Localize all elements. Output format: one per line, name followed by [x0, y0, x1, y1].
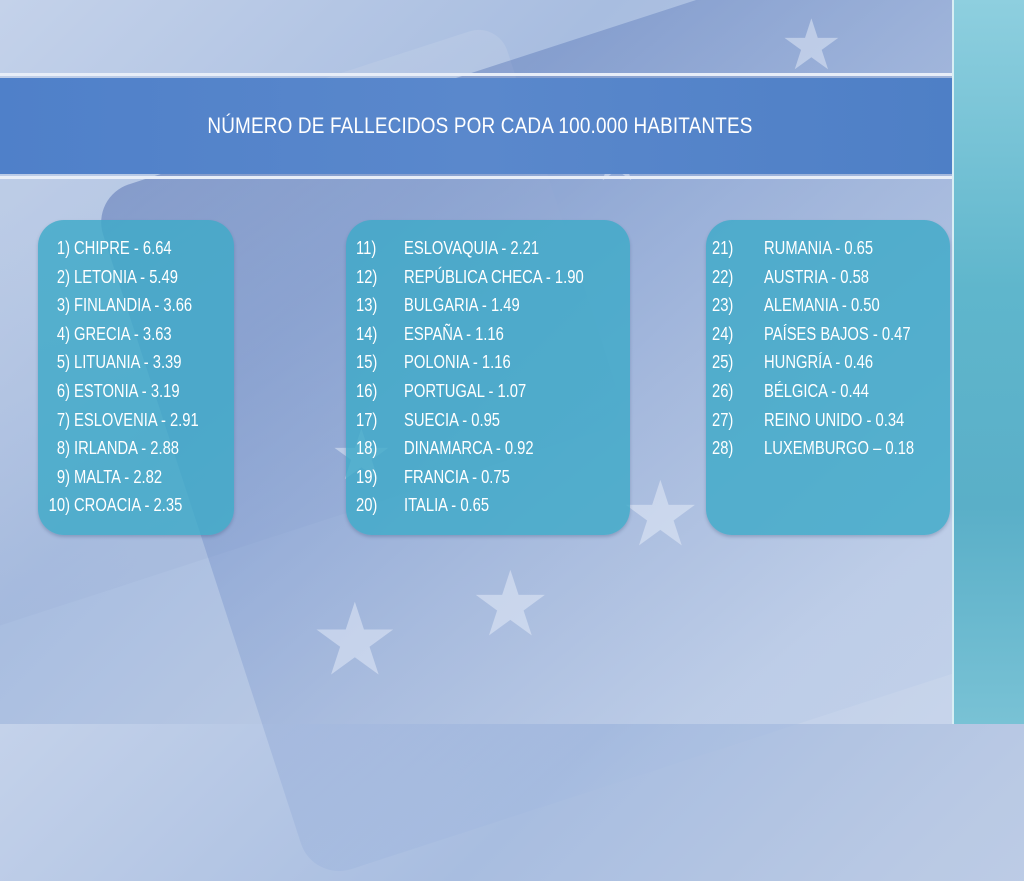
ranking-entry: LUXEMBURGO – 0.18: [764, 438, 915, 458]
ranking-number: 5): [56, 352, 70, 372]
ranking-number: 28): [712, 438, 734, 458]
ranking-number: 15): [356, 352, 378, 372]
ranking-number: 21): [712, 238, 734, 258]
ranking-number: 14): [356, 324, 378, 344]
header-bottom-rule: [0, 176, 952, 179]
ranking-entry: BÉLGICA - 0.44: [764, 381, 870, 401]
ranking-number: 7): [56, 410, 70, 430]
ranking-entry: FRANCIA - 0.75: [404, 467, 510, 487]
ranking-entry: PAÍSES BAJOS - 0.47: [764, 324, 911, 344]
ranking-panel-3: [706, 220, 950, 535]
ranking-number: 27): [712, 410, 734, 430]
ranking-entry: DINAMARCA - 0.92: [404, 438, 534, 458]
ranking-number: 1): [56, 238, 70, 258]
ranking-entry: FINLANDIA - 3.66: [74, 295, 193, 315]
ranking-number: 8): [56, 438, 70, 458]
ranking-number: 4): [56, 324, 70, 344]
ranking-entry: BULGARIA - 1.49: [404, 295, 520, 315]
star-icon: ★: [780, 4, 843, 86]
ranking-entry: CROACIA - 2.35: [74, 495, 183, 515]
header-top-rule: [0, 73, 952, 76]
star-icon: ★: [620, 462, 701, 567]
ranking-panel-1: [38, 220, 234, 535]
ranking-entry: CHIPRE - 6.64: [74, 238, 172, 258]
ranking-number: 16): [356, 381, 378, 401]
ranking-entry: AUSTRIA - 0.58: [764, 267, 870, 287]
ranking-entry: ESLOVAQUIA - 2.21: [404, 238, 540, 258]
ranking-entry: LETONIA - 5.49: [74, 267, 178, 287]
star-icon: ★: [310, 581, 400, 698]
ranking-entry: REPÚBLICA CHECA - 1.90: [404, 267, 584, 287]
header-band: NÚMERO DE FALLECIDOS POR CADA 100.000 HA…: [0, 78, 952, 174]
ranking-number: 25): [712, 352, 734, 372]
ranking-entry: ESPAÑA - 1.16: [404, 324, 504, 344]
ranking-entry: HUNGRÍA - 0.46: [764, 352, 874, 372]
ranking-number: 24): [712, 324, 734, 344]
ranking-entry: REINO UNIDO - 0.34: [764, 410, 905, 430]
ranking-entry: PORTUGAL - 1.07: [404, 381, 527, 401]
ranking-entry: LITUANIA - 3.39: [74, 352, 182, 372]
ranking-number: 17): [356, 410, 378, 430]
page-title: NÚMERO DE FALLECIDOS POR CADA 100.000 HA…: [207, 113, 753, 138]
right-accent-strip: [952, 0, 1024, 724]
ranking-number: 18): [356, 438, 378, 458]
ranking-number: 9): [56, 467, 70, 487]
star-icon: ★: [470, 552, 551, 657]
ranking-entry: GRECIA - 3.63: [74, 324, 172, 344]
ranking-entry: POLONIA - 1.16: [404, 352, 511, 372]
ranking-number: 13): [356, 295, 378, 315]
ranking-number: 11): [356, 238, 377, 258]
ranking-entry: RUMANIA - 0.65: [764, 238, 874, 258]
ranking-number: 3): [56, 295, 70, 315]
ranking-entry: ESTONIA - 3.19: [74, 381, 180, 401]
ranking-number: 19): [356, 467, 378, 487]
ranking-entry: IRLANDA - 2.88: [74, 438, 180, 458]
ranking-number: 20): [356, 495, 378, 515]
ranking-number: 6): [56, 381, 70, 401]
ranking-panel-2: [346, 220, 630, 535]
ranking-number: 10): [48, 495, 70, 515]
ranking-number: 26): [712, 381, 734, 401]
ranking-number: 22): [712, 267, 734, 287]
ranking-number: 2): [56, 267, 70, 287]
ranking-entry: SUECIA - 0.95: [404, 410, 500, 430]
ranking-entry: ESLOVENIA - 2.91: [74, 410, 199, 430]
ranking-entry: ITALIA - 0.65: [404, 495, 490, 515]
ranking-number: 23): [712, 295, 734, 315]
ranking-entry: ALEMANIA - 0.50: [764, 295, 880, 315]
ranking-entry: MALTA - 2.82: [74, 467, 163, 487]
ranking-number: 12): [356, 267, 378, 287]
